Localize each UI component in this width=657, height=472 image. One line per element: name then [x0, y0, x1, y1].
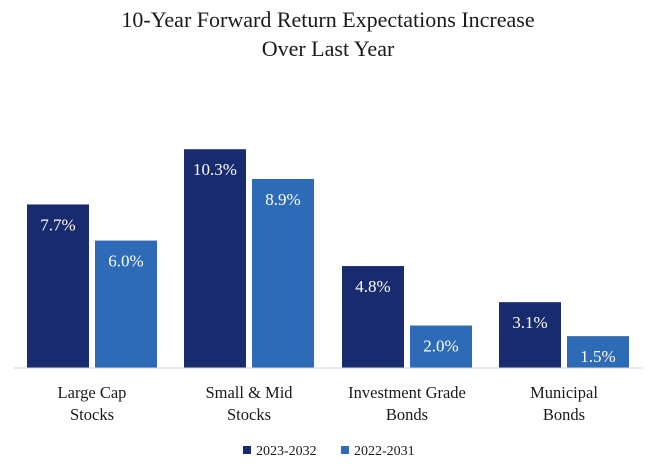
bar-0-2	[342, 266, 404, 368]
bar-1-0	[95, 240, 157, 368]
category-label-1-1: Stocks	[227, 405, 271, 424]
plot-area: 7.7% 6.0% 10.3% 8.9% 4.8% 2.0% 3.1% 1.5%	[27, 149, 629, 368]
data-label-0-1: 10.3%	[193, 160, 237, 179]
legend-label-0: 2023-2032	[256, 444, 317, 459]
data-label-1-0: 6.0%	[108, 252, 143, 271]
legend: 2023-2032 2022-2031	[243, 444, 415, 459]
chart-title-line-1: 10-Year Forward Return Expectations Incr…	[121, 7, 534, 32]
bar-1-2	[410, 325, 472, 368]
data-label-0-0: 7.7%	[40, 215, 75, 234]
bar-1-1	[252, 178, 314, 368]
bar-0-1	[184, 149, 246, 368]
data-label-1-2: 2.0%	[423, 337, 458, 356]
data-label-0-2: 4.8%	[355, 277, 390, 296]
x-axis-labels: Large Cap Stocks Small & Mid Stocks Investme…	[58, 383, 599, 424]
category-label-0-1: Stocks	[70, 405, 114, 424]
category-label-1-0: Small & Mid	[205, 383, 293, 402]
legend-label-1: 2022-2031	[354, 444, 415, 459]
legend-swatch-1	[341, 446, 349, 454]
category-label-3-0: Municipal	[530, 383, 598, 402]
category-label-2-0: Investment Grade	[348, 383, 466, 402]
category-label-2-1: Bonds	[386, 405, 428, 424]
legend-swatch-0	[243, 446, 251, 454]
data-label-0-3: 3.1%	[512, 313, 547, 332]
bar-0-3	[499, 302, 561, 368]
data-label-1-3: 1.5%	[580, 347, 615, 366]
bar-1-3	[567, 336, 629, 368]
bar-0-0	[27, 204, 89, 368]
category-label-0-0: Large Cap	[58, 383, 127, 402]
data-label-1-1: 8.9%	[265, 190, 300, 209]
category-label-3-1: Bonds	[543, 405, 585, 424]
chart-title-line-2: Over Last Year	[262, 36, 395, 61]
